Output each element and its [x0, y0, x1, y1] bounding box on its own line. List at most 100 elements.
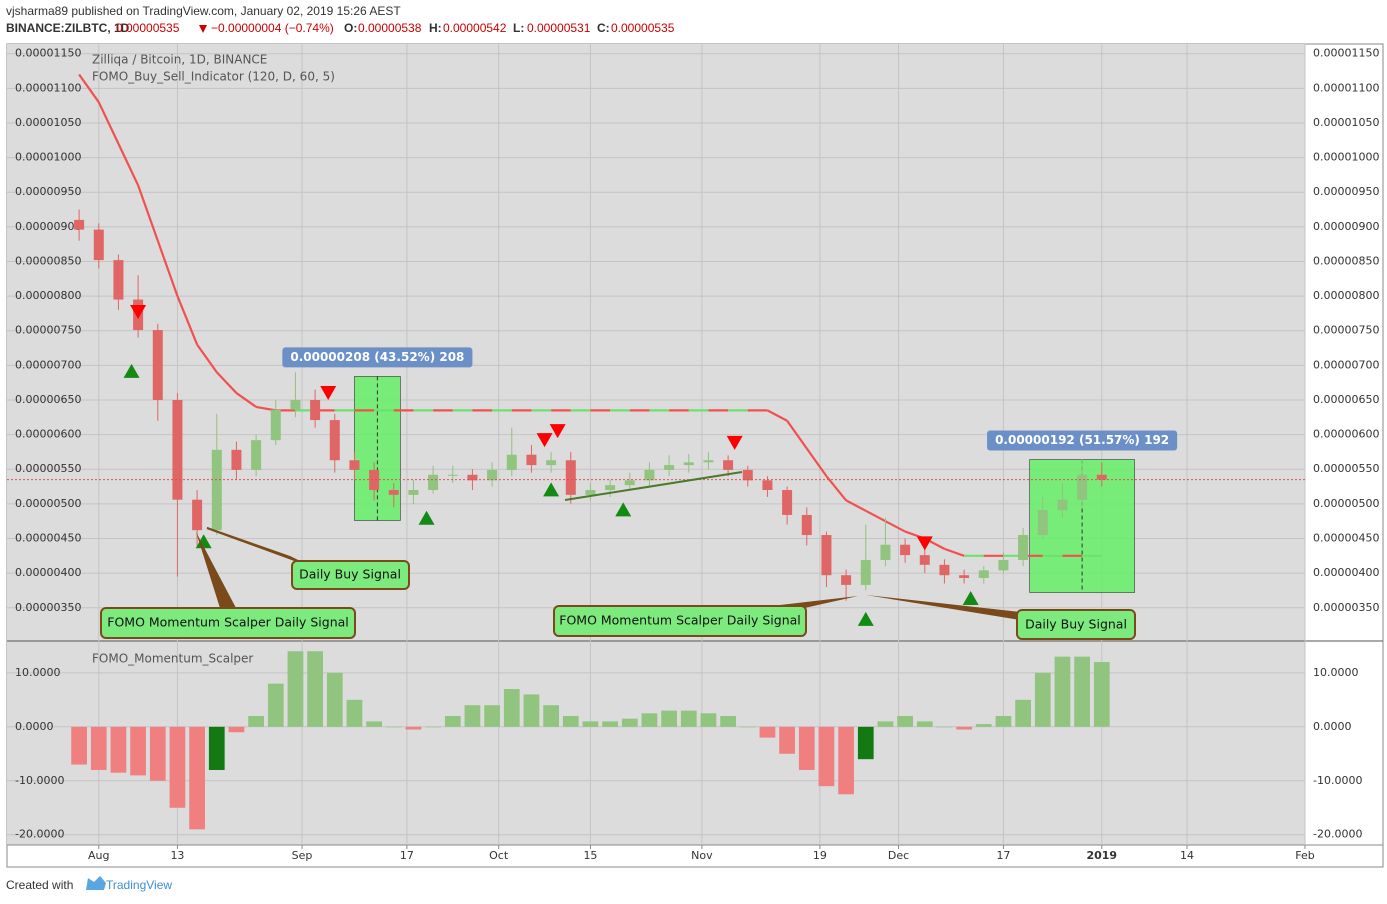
histogram-bar: [169, 726, 186, 808]
histogram-bar: [1074, 656, 1090, 727]
y-tick-label: 0.00000950: [1313, 185, 1379, 198]
histogram-bar: [1034, 672, 1051, 727]
x-tick-label: Aug: [88, 849, 109, 862]
y-tick-label: 0.00000500: [1313, 497, 1379, 510]
indicator-segment: [156, 240, 179, 297]
candle-body: [801, 514, 812, 536]
candle-body: [664, 465, 675, 470]
ohlc-value: 0.00000538: [358, 21, 422, 35]
y-tick-label: -10.0000: [1313, 774, 1362, 787]
candle-body: [487, 469, 498, 481]
histogram-bar: [326, 672, 343, 727]
indicator-segment: [117, 143, 140, 186]
buy-signal: [418, 510, 435, 525]
x-tick-label: Feb: [1295, 849, 1314, 862]
histogram-bar: [208, 726, 225, 770]
y-tick-label: 0.0000: [15, 720, 54, 733]
y-tick-label: 0.00000850: [15, 254, 81, 267]
y-tick-label: 0.00000700: [15, 358, 81, 371]
measure-label-bg: [282, 347, 473, 368]
y-tick-label: 0.00000450: [1313, 531, 1379, 544]
candle-body: [467, 474, 478, 481]
callout-text: FOMO Momentum Scalper Daily Signal: [559, 613, 801, 628]
sell-signal: [320, 386, 337, 401]
indicator-segment: [884, 520, 906, 533]
histogram-bar: [425, 726, 441, 728]
candle-body: [231, 449, 242, 470]
footer-brand[interactable]: TradingView: [106, 878, 172, 892]
histogram-bar: [759, 726, 776, 738]
candle-body: [74, 219, 85, 230]
y-tick-label: 10.0000: [1313, 666, 1359, 679]
histogram-bar: [405, 726, 422, 730]
symbol: BINANCE:ZILBTC, 1D: [6, 21, 130, 35]
histogram-bar: [739, 726, 756, 728]
callout-box: [100, 607, 356, 639]
histogram-bar: [975, 724, 992, 727]
x-tick-label: 14: [1180, 849, 1194, 862]
y-tick-label: 0.00000850: [1313, 254, 1379, 267]
y-tick-label: 0.00001100: [1313, 81, 1379, 94]
y-tick-label: 0.00000500: [15, 497, 81, 510]
indicator-segment: [97, 101, 120, 145]
candle-body: [251, 440, 262, 470]
change: −0.00000004 (−0.74%): [211, 21, 334, 35]
histogram-bar: [523, 694, 540, 727]
indicator-segment: [845, 499, 867, 512]
histogram-bar: [1015, 699, 1031, 727]
candle-body: [506, 454, 517, 470]
x-tick-label: 17: [996, 849, 1010, 862]
candle-body: [93, 229, 104, 261]
byline: vjsharma89 published on TradingView.com,…: [6, 4, 401, 18]
sell-signal: [536, 433, 553, 448]
sell-signal: [130, 305, 147, 320]
histogram-bar: [798, 726, 815, 770]
y-tick-label: 0.00000550: [1313, 462, 1379, 475]
candle-body: [447, 474, 458, 476]
y-tick-label: -10.0000: [15, 774, 64, 787]
candle-body: [782, 490, 793, 515]
histogram-bar: [680, 710, 697, 727]
histogram-bar: [267, 683, 284, 727]
y-tick-label: 0.00000800: [15, 289, 81, 302]
callout-text: Daily Buy Signal: [1025, 617, 1127, 632]
buy-signal: [615, 502, 632, 517]
y-tick-label: 0.00001100: [15, 81, 81, 94]
trend-line: [564, 471, 743, 501]
y-tick-label: 0.0000: [1313, 720, 1352, 733]
histogram-bar: [189, 726, 205, 830]
histogram-bar: [602, 721, 618, 727]
indicator-segment: [766, 409, 788, 422]
indicator-segment: [235, 392, 257, 408]
ohlc-value: 0.00000542: [443, 21, 507, 35]
histogram-bar: [1054, 656, 1071, 727]
indicator-segment: [865, 509, 886, 523]
callout-pointer: [196, 532, 236, 608]
indicator-segment: [137, 184, 159, 242]
x-tick-label: 15: [583, 849, 597, 862]
candle-body: [546, 460, 557, 466]
candle-body: [1096, 474, 1107, 480]
candle-body: [329, 420, 340, 461]
y-tick-label: -20.0000: [1313, 828, 1362, 841]
histogram-bar: [71, 726, 87, 765]
candle-body: [369, 469, 380, 491]
histogram-bar: [287, 651, 304, 727]
measure-label: 0.00000208 (43.52%) 208: [290, 350, 464, 364]
candle-body: [742, 469, 753, 481]
indicator-segment: [786, 420, 808, 450]
histogram-bar: [130, 726, 146, 776]
sell-signal: [726, 435, 743, 450]
candle-body: [841, 575, 852, 585]
y-tick-label: 0.00001000: [1313, 151, 1379, 164]
candle-body: [1018, 535, 1029, 560]
callout-pointer: [206, 527, 301, 563]
candle-body: [290, 399, 301, 410]
histogram-bar: [838, 726, 854, 795]
histogram-bar: [818, 726, 835, 787]
x-tick-label: 17: [400, 849, 414, 862]
histogram-bar: [897, 716, 913, 727]
candle-body: [585, 490, 596, 495]
candle-body: [900, 544, 911, 556]
indicator-segment: [215, 371, 238, 394]
